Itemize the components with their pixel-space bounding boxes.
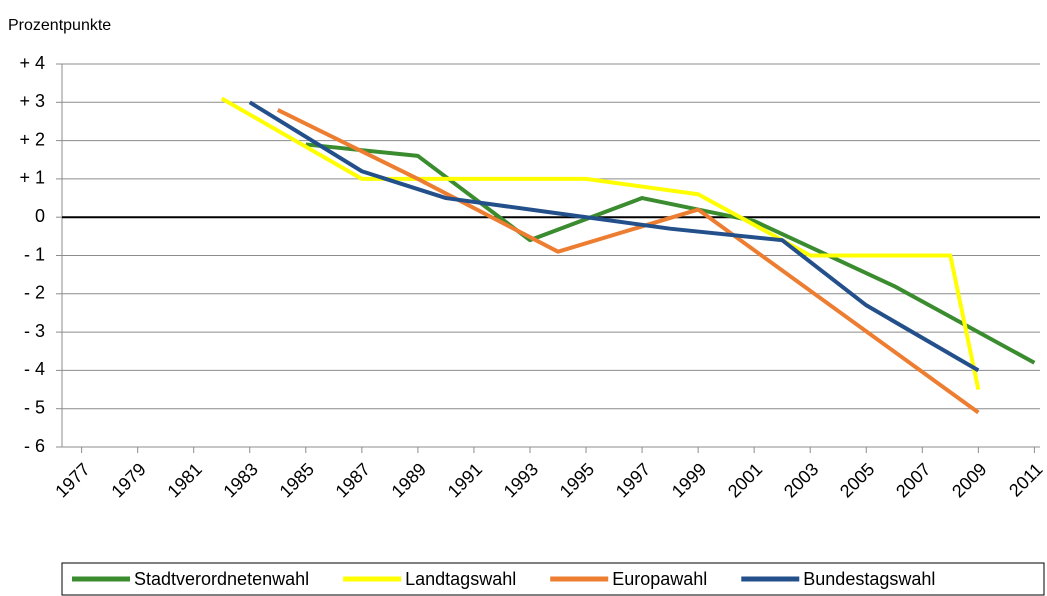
x-tick-label: 1993 bbox=[500, 459, 542, 501]
y-tick-label: 0 bbox=[35, 206, 45, 226]
y-tick-label: + 4 bbox=[19, 53, 45, 73]
series-line bbox=[305, 142, 1036, 365]
x-tick-label: 2011 bbox=[1005, 459, 1047, 501]
legend-label: Landtagswahl bbox=[405, 569, 516, 589]
legend-label: Europawahl bbox=[612, 569, 707, 589]
x-tick-label: 2009 bbox=[948, 459, 990, 501]
legend-label: Stadtverordnetenwahl bbox=[134, 569, 309, 589]
x-tick-label: 1985 bbox=[276, 459, 318, 501]
legend-box bbox=[61, 562, 1045, 596]
x-tick-label: 1987 bbox=[332, 459, 374, 501]
series-line bbox=[220, 96, 981, 390]
y-tick-label: - 6 bbox=[24, 436, 45, 456]
x-tick-label: 2005 bbox=[836, 459, 878, 501]
series-line bbox=[276, 108, 980, 415]
x-tick-label: 2007 bbox=[892, 459, 934, 501]
y-tick-label: - 5 bbox=[24, 397, 45, 417]
x-tick-label: 1977 bbox=[51, 459, 93, 501]
x-tick-label: 1997 bbox=[612, 459, 654, 501]
x-tick-label: 2001 bbox=[724, 459, 766, 501]
x-tick-label: 1981 bbox=[163, 459, 205, 501]
y-tick-label: + 2 bbox=[19, 129, 45, 149]
y-tick-label: - 4 bbox=[24, 359, 45, 379]
x-tick-label: 1979 bbox=[107, 459, 149, 501]
y-axis-title: Prozentpunkte bbox=[8, 17, 111, 34]
x-tick-label: 1983 bbox=[219, 459, 261, 501]
x-tick-label: 1991 bbox=[444, 459, 486, 501]
series-line bbox=[248, 100, 980, 373]
x-tick-label: 1989 bbox=[388, 459, 430, 501]
legend-label: Bundestagswahl bbox=[803, 569, 935, 589]
y-tick-label: - 3 bbox=[24, 321, 45, 341]
x-tick-label: 1995 bbox=[556, 459, 598, 501]
x-tick-label: 2003 bbox=[780, 459, 822, 501]
y-tick-label: - 1 bbox=[24, 244, 45, 264]
x-tick-label: 1999 bbox=[668, 459, 710, 501]
y-tick-label: + 1 bbox=[19, 168, 45, 188]
y-tick-label: + 3 bbox=[19, 91, 45, 111]
y-tick-label: - 2 bbox=[24, 283, 45, 303]
